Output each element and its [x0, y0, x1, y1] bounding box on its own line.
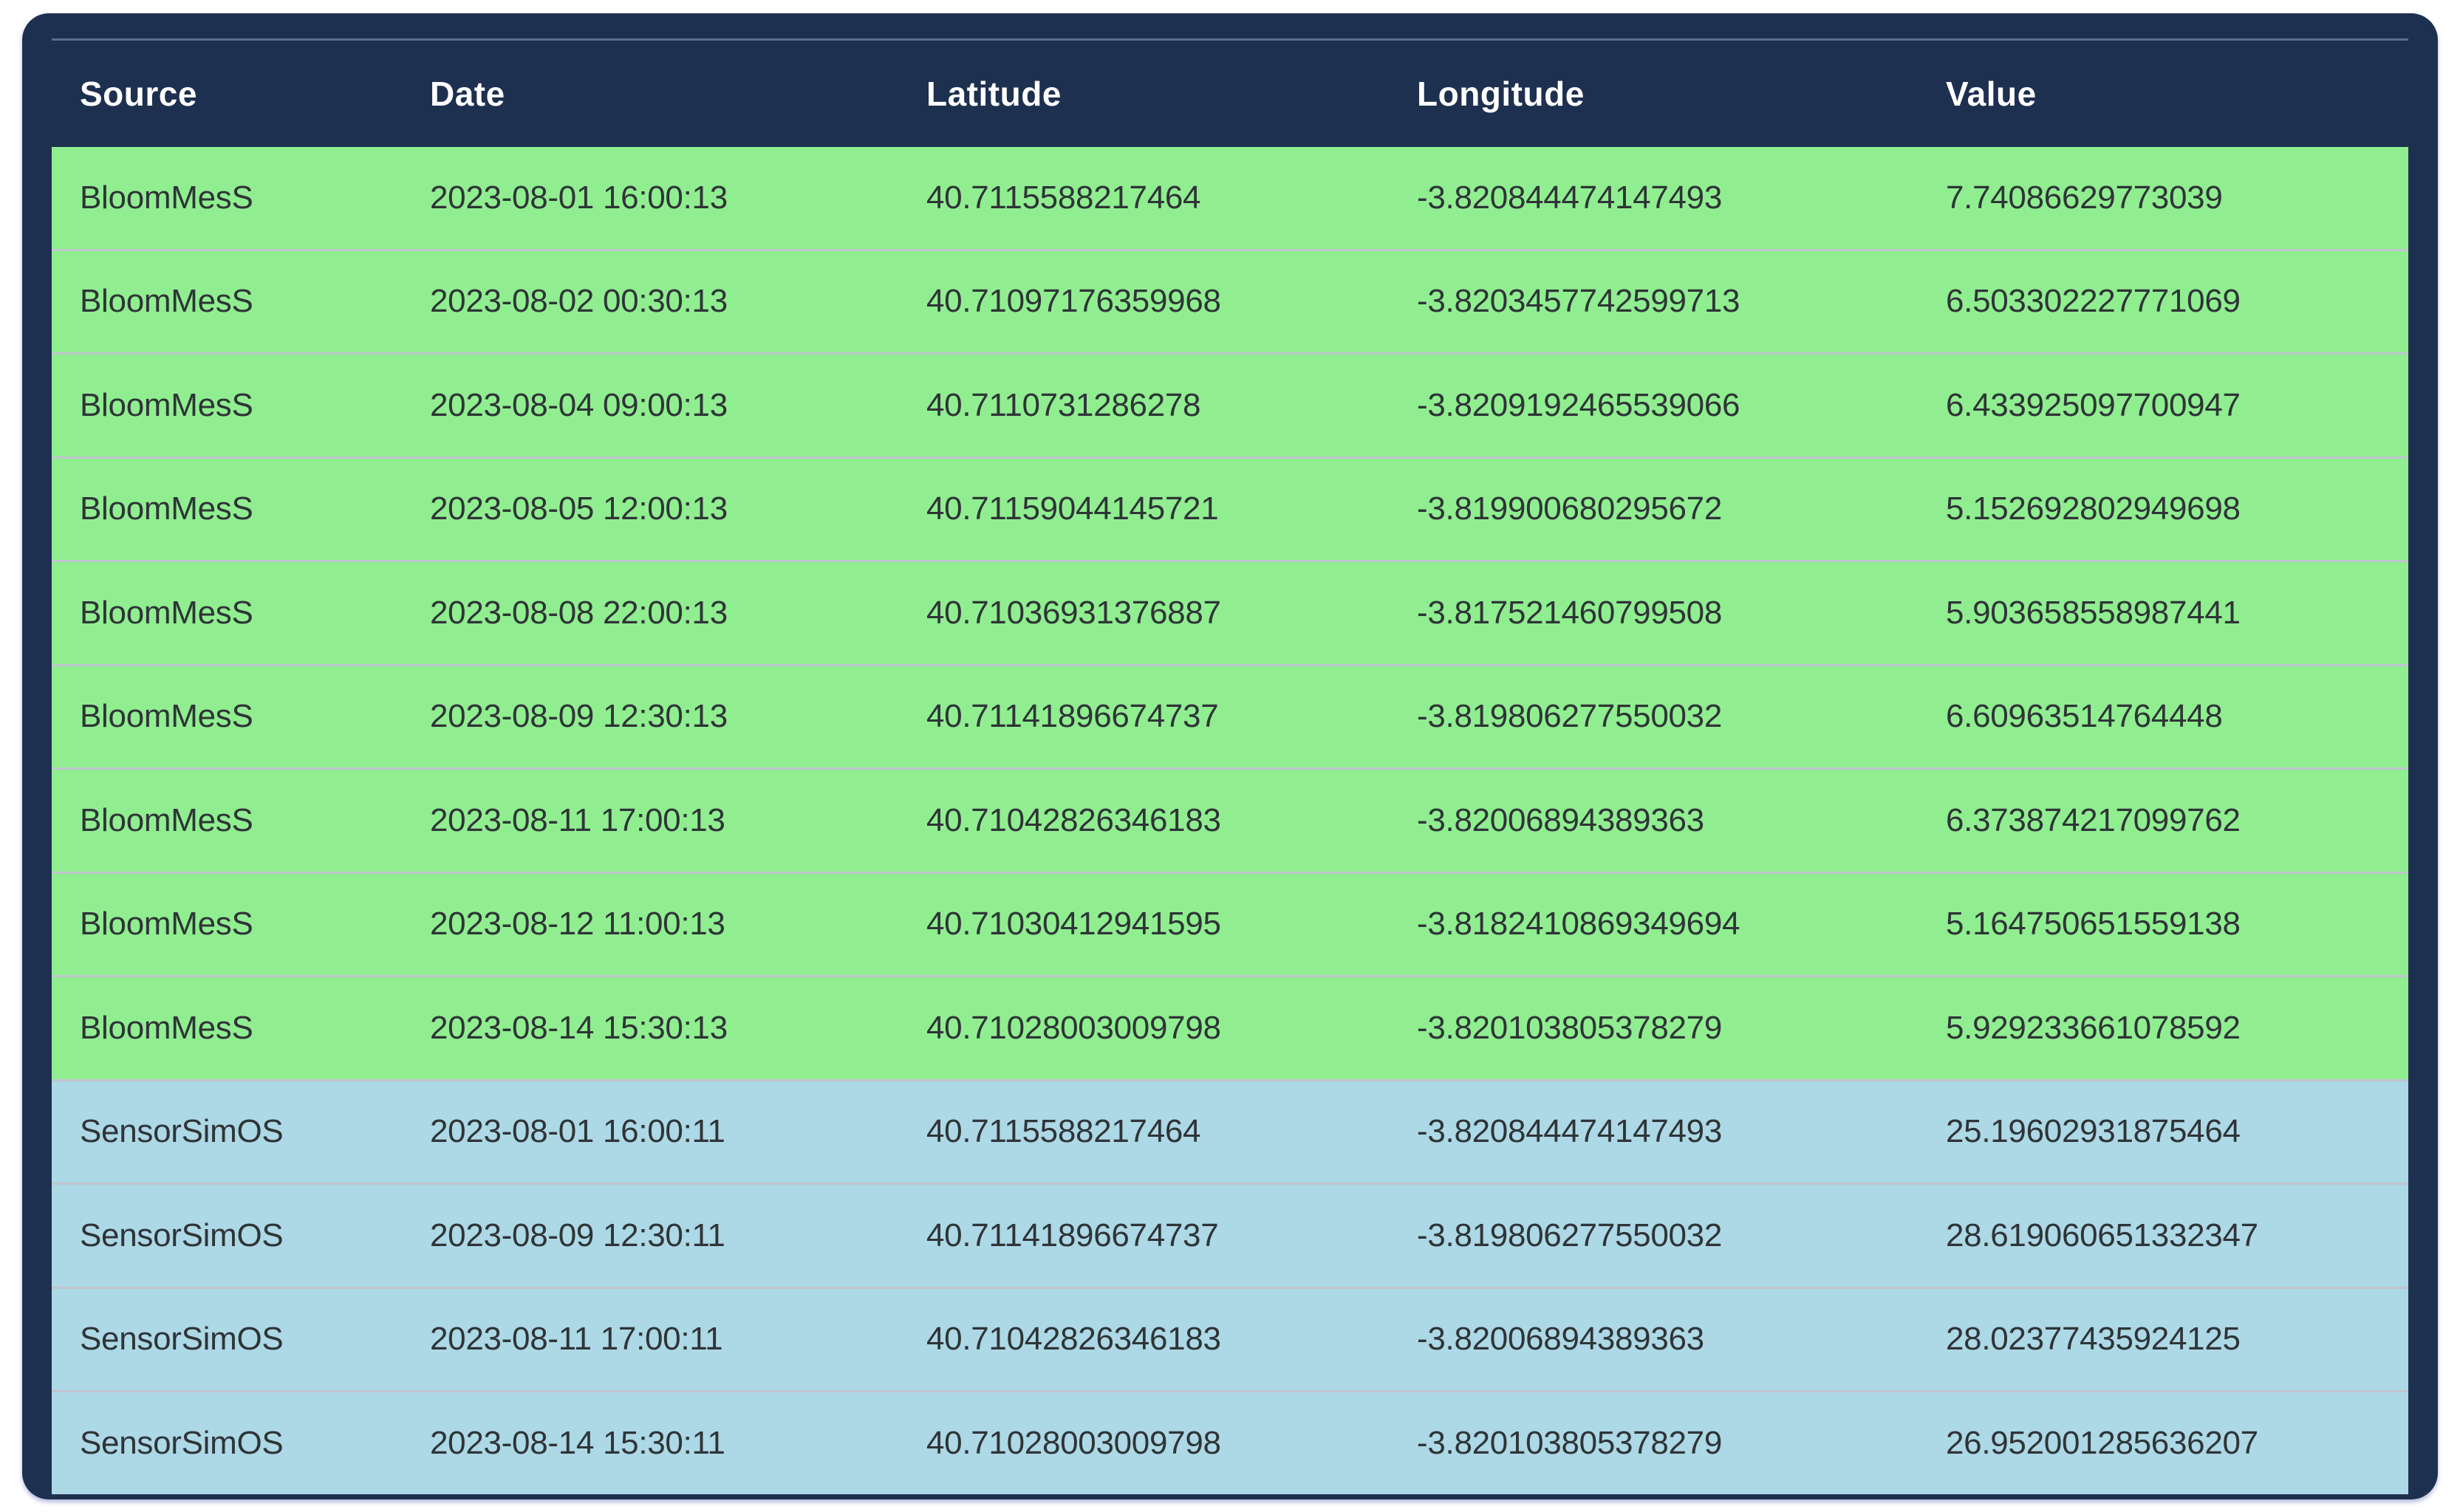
- cell-date: 2023-08-12 11:00:13: [402, 871, 898, 976]
- cell-value: 6.433925097700947: [1918, 352, 2408, 457]
- cell-value: 6.60963514764448: [1918, 663, 2408, 769]
- column-header-longitude: Longitude: [1417, 75, 1585, 113]
- cell-source: BloomMesS: [52, 456, 402, 561]
- cell-date: 2023-08-14 15:30:11: [402, 1390, 898, 1494]
- cell-source: SensorSimOS: [52, 1078, 402, 1184]
- column-header-source: Source: [80, 75, 197, 113]
- cell-date: 2023-08-05 12:00:13: [402, 456, 898, 561]
- cell-source: BloomMesS: [52, 560, 402, 665]
- cell-source: SensorSimOS: [52, 1183, 402, 1287]
- cell-date: 2023-08-09 12:30:11: [402, 1183, 898, 1287]
- cell-value: 5.903658558987441: [1918, 560, 2408, 665]
- cell-date: 2023-08-09 12:30:13: [402, 663, 898, 769]
- cell-value: 28.02377435924125: [1918, 1286, 2408, 1392]
- cell-longitude: -3.8182410869349694: [1389, 871, 1918, 976]
- cell-source: SensorSimOS: [52, 1390, 402, 1494]
- table-row: BloomMesS 2023-08-08 22:00:13 40.7103693…: [52, 560, 2408, 665]
- cell-latitude: 40.71036931376887: [898, 560, 1389, 665]
- cell-longitude: -3.82006894389363: [1389, 1286, 1918, 1392]
- cell-source: BloomMesS: [52, 147, 402, 250]
- table-row: SensorSimOS 2023-08-01 16:00:11 40.71155…: [52, 1078, 2408, 1184]
- column-header-latitude: Latitude: [926, 75, 1062, 113]
- cell-date: 2023-08-14 15:30:13: [402, 975, 898, 1080]
- cell-latitude: 40.71030412941595: [898, 871, 1389, 976]
- cell-longitude: -3.820844474147493: [1389, 1078, 1918, 1184]
- cell-longitude: -3.820103805378279: [1389, 975, 1918, 1080]
- cell-longitude: -3.820103805378279: [1389, 1390, 1918, 1494]
- column-header-value: Value: [1946, 75, 2037, 113]
- cell-longitude: -3.819806277550032: [1389, 1183, 1918, 1287]
- cell-date: 2023-08-11 17:00:13: [402, 767, 898, 872]
- cell-latitude: 40.7110731286278: [898, 352, 1389, 457]
- table-row: BloomMesS 2023-08-11 17:00:13 40.7104282…: [52, 767, 2408, 872]
- sensor-data-table: Source Date Latitude Longitude Value Blo…: [52, 41, 2408, 1494]
- cell-longitude: -3.82006894389363: [1389, 767, 1918, 872]
- cell-latitude: 40.7115588217464: [898, 1078, 1389, 1184]
- cell-date: 2023-08-11 17:00:11: [402, 1286, 898, 1392]
- cell-value: 5.152692802949698: [1918, 456, 2408, 561]
- cell-latitude: 40.71028003009798: [898, 975, 1389, 1080]
- table-row: BloomMesS 2023-08-05 12:00:13 40.7115904…: [52, 456, 2408, 561]
- cell-value: 6.373874217099762: [1918, 767, 2408, 872]
- table-card-frame: Source Date Latitude Longitude Value Blo…: [22, 13, 2438, 1499]
- cell-source: BloomMesS: [52, 975, 402, 1080]
- table-row: BloomMesS 2023-08-01 16:00:13 40.7115588…: [52, 147, 2408, 250]
- cell-source: BloomMesS: [52, 663, 402, 769]
- cell-value: 25.19602931875464: [1918, 1078, 2408, 1184]
- cell-latitude: 40.71141896674737: [898, 1183, 1389, 1287]
- table-row: BloomMesS 2023-08-02 00:30:13 40.7109717…: [52, 248, 2408, 354]
- cell-date: 2023-08-01 16:00:13: [402, 147, 898, 250]
- table-row: BloomMesS 2023-08-14 15:30:13 40.7102800…: [52, 975, 2408, 1080]
- cell-date: 2023-08-04 09:00:13: [402, 352, 898, 457]
- cell-date: 2023-08-08 22:00:13: [402, 560, 898, 665]
- cell-value: 5.164750651559138: [1918, 871, 2408, 976]
- table-header-row: Source Date Latitude Longitude Value: [52, 41, 2408, 147]
- cell-longitude: -3.820844474147493: [1389, 147, 1918, 250]
- cell-longitude: -3.8209192465539066: [1389, 352, 1918, 457]
- cell-longitude: -3.819900680295672: [1389, 456, 1918, 561]
- table-row: SensorSimOS 2023-08-11 17:00:11 40.71042…: [52, 1286, 2408, 1392]
- cell-value: 5.929233661078592: [1918, 975, 2408, 1080]
- cell-latitude: 40.71028003009798: [898, 1390, 1389, 1494]
- cell-value: 28.619060651332347: [1918, 1183, 2408, 1287]
- cell-latitude: 40.71141896674737: [898, 663, 1389, 769]
- column-header-date: Date: [430, 75, 505, 113]
- table-area: Source Date Latitude Longitude Value Blo…: [52, 38, 2408, 1494]
- table-row: BloomMesS 2023-08-04 09:00:13 40.7110731…: [52, 352, 2408, 457]
- cell-source: BloomMesS: [52, 352, 402, 457]
- table-row: BloomMesS 2023-08-09 12:30:13 40.7114189…: [52, 663, 2408, 769]
- cell-latitude: 40.71159044145721: [898, 456, 1389, 561]
- table-row: BloomMesS 2023-08-12 11:00:13 40.7103041…: [52, 871, 2408, 976]
- table-row: SensorSimOS 2023-08-09 12:30:11 40.71141…: [52, 1183, 2408, 1287]
- cell-latitude: 40.71097176359968: [898, 248, 1389, 354]
- cell-longitude: -3.819806277550032: [1389, 663, 1918, 769]
- cell-date: 2023-08-02 00:30:13: [402, 248, 898, 354]
- table-row: SensorSimOS 2023-08-14 15:30:11 40.71028…: [52, 1390, 2408, 1494]
- cell-source: SensorSimOS: [52, 1286, 402, 1392]
- cell-value: 7.74086629773039: [1918, 147, 2408, 250]
- cell-value: 6.503302227771069: [1918, 248, 2408, 354]
- cell-source: BloomMesS: [52, 248, 402, 354]
- cell-source: BloomMesS: [52, 871, 402, 976]
- cell-longitude: -3.817521460799508: [1389, 560, 1918, 665]
- cell-longitude: -3.8203457742599713: [1389, 248, 1918, 354]
- cell-latitude: 40.7115588217464: [898, 147, 1389, 250]
- cell-latitude: 40.71042826346183: [898, 767, 1389, 872]
- cell-value: 26.952001285636207: [1918, 1390, 2408, 1494]
- cell-date: 2023-08-01 16:00:11: [402, 1078, 898, 1184]
- cell-source: BloomMesS: [52, 767, 402, 872]
- cell-latitude: 40.71042826346183: [898, 1286, 1389, 1392]
